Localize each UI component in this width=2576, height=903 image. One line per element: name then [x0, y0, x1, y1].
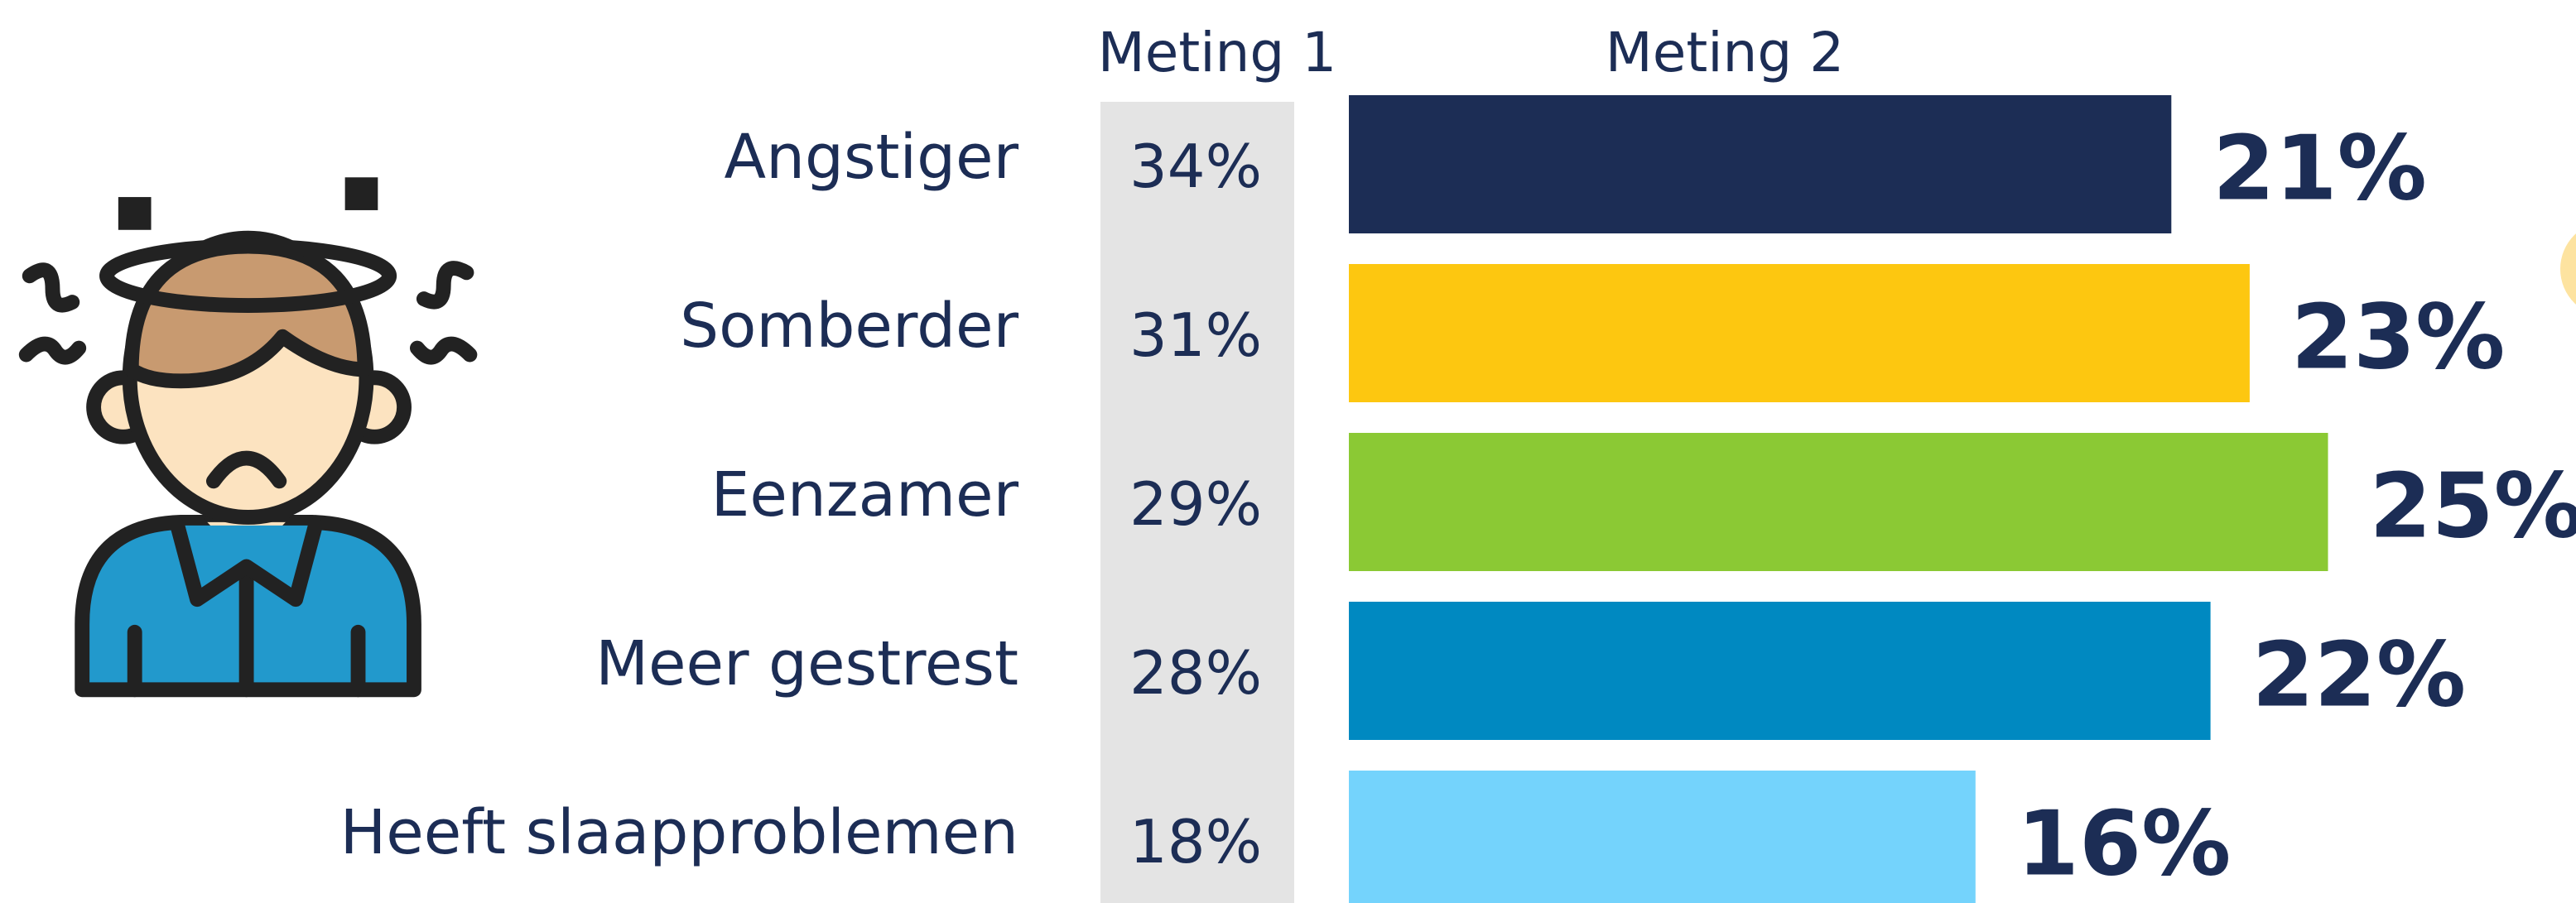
- bar: [1349, 95, 2171, 233]
- category-label: Somberder: [680, 291, 1018, 362]
- bar: [1349, 264, 2250, 402]
- reference-label: 29%: [1129, 469, 1262, 539]
- reference-label: 18%: [1129, 807, 1262, 877]
- person-icon: [26, 177, 470, 689]
- chart: Meting 1 Meting 2 Angstiger 34% 21% Somberd…: [0, 0, 2576, 903]
- bar: [1349, 771, 1976, 903]
- reference-label: 28%: [1129, 638, 1262, 708]
- column-header: Meting 1: [1098, 21, 1336, 84]
- bar: [1349, 602, 2211, 740]
- value-label: 21%: [2212, 117, 2427, 220]
- column-header: Meting 2: [1606, 21, 1844, 84]
- value-label: 23%: [2291, 286, 2506, 389]
- category-label: Eenzamer: [711, 459, 1019, 531]
- reference-label: 31%: [1129, 300, 1262, 370]
- category-label: Meer gestrest: [595, 628, 1018, 699]
- category-label: Angstiger: [724, 122, 1018, 193]
- reference-label: 34%: [1129, 132, 1262, 201]
- value-label: 16%: [2017, 792, 2232, 896]
- page: {"chart_data": { "type": "bar", "orienta…: [0, 0, 2576, 903]
- value-label: 22%: [2252, 623, 2467, 727]
- category-label: Heeft slaapproblemen: [340, 797, 1018, 868]
- bar: [1349, 433, 2328, 571]
- value-label: 25%: [2370, 454, 2576, 558]
- decoration: [2560, 221, 2576, 317]
